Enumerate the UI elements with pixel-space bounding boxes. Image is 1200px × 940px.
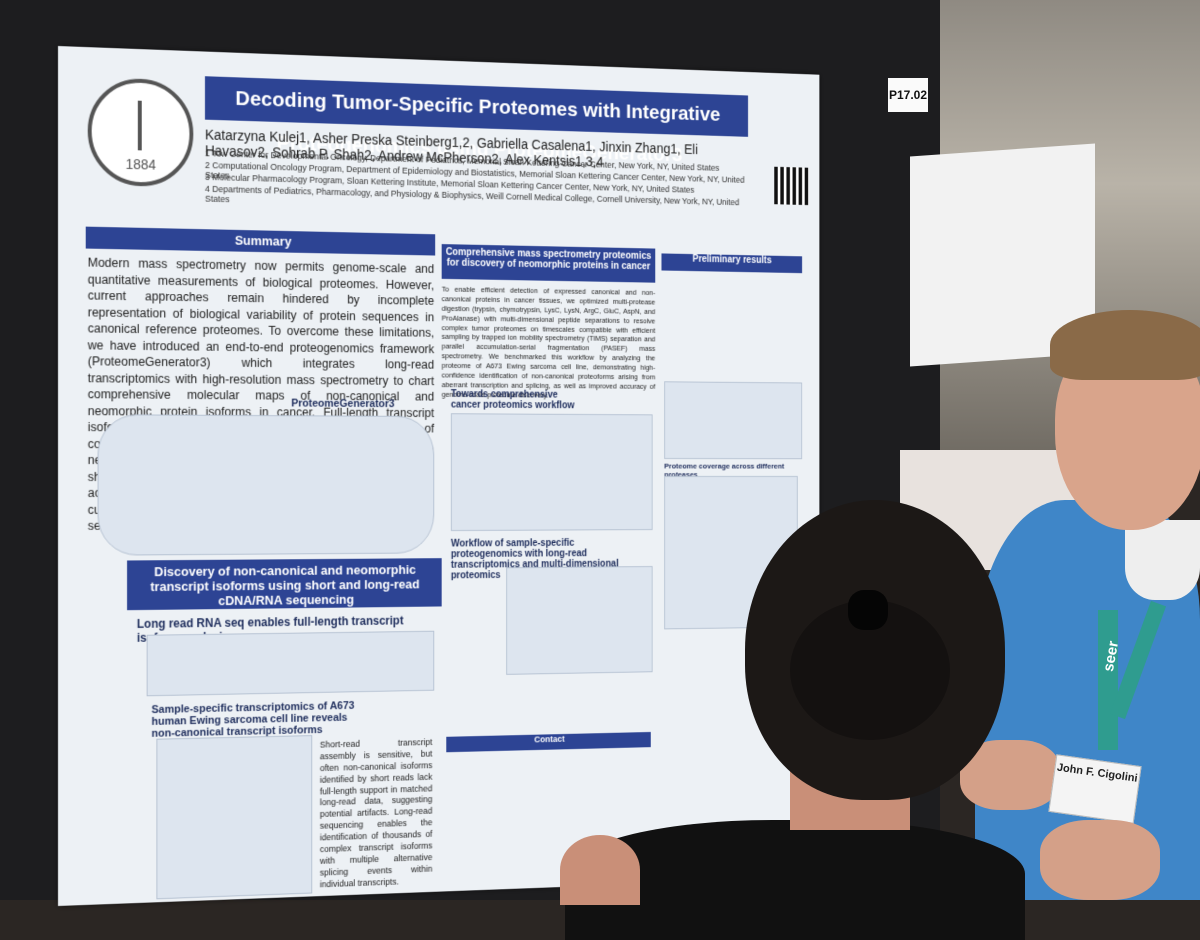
hair-clip — [848, 590, 888, 630]
poster-title: Decoding Tumor-Specific Proteomes with I… — [204, 76, 749, 166]
section-heading: Discovery of non-canonical and neomorphi… — [127, 558, 442, 611]
subheading: Towards comprehensive cancer proteomics … — [450, 389, 575, 412]
person-shirt — [1125, 520, 1200, 600]
subheading: Sample-specific transcriptomics of A673 … — [151, 700, 355, 740]
figure — [450, 413, 653, 532]
section-heading: Comprehensive mass spectrometry proteomi… — [441, 244, 656, 283]
poster: 1884 Decoding Tumor-Specific Proteomes w… — [58, 46, 820, 906]
board-number: P17.02 — [888, 78, 928, 112]
logo-year: 1884 — [125, 155, 156, 173]
hand — [1040, 820, 1160, 900]
logo: 1884 — [87, 77, 194, 188]
figure — [146, 630, 435, 697]
figure — [156, 735, 313, 900]
figure — [506, 566, 653, 675]
name-badge: John F. Cigolini — [1048, 754, 1142, 824]
section-heading: Contact — [446, 731, 651, 753]
person-arm — [560, 835, 640, 905]
figure-title: ProteomeGenerator3 — [291, 397, 395, 411]
qr-code — [774, 166, 810, 206]
section-heading: Summary — [85, 226, 436, 256]
figure-caption: Short-read transcript assembly is sensit… — [319, 737, 433, 889]
section-heading: Preliminary results — [661, 253, 803, 274]
figure — [664, 381, 803, 460]
person-hair — [1050, 310, 1200, 380]
lanyard: seer — [1098, 610, 1122, 750]
section-text: To enable efficient detection of express… — [441, 284, 656, 400]
figure — [97, 414, 435, 556]
